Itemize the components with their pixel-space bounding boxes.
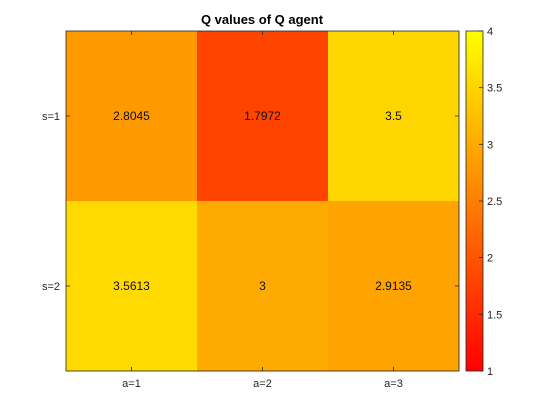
heatmap-cell-label: 3 — [259, 279, 266, 293]
x-tick-label: a=3 — [384, 378, 403, 390]
x-axis: a=1 a=2 a=3 — [122, 31, 403, 390]
heatmap-cell — [328, 201, 460, 372]
heatmap-cell — [66, 31, 198, 202]
colorbar-tick-label: 2.5 — [487, 196, 502, 208]
colorbar-tick-label: 1.5 — [487, 309, 502, 321]
colorbar-tick-label: 3.5 — [487, 83, 502, 95]
heatmap-cell — [66, 201, 198, 372]
heatmap-cell-label: 2.9135 — [375, 279, 412, 293]
y-tick-label: s=2 — [42, 281, 60, 293]
x-tick-label: a=1 — [122, 378, 141, 390]
colorbar: 1 1.5 2 2.5 3 3.5 4 — [465, 26, 502, 378]
colorbar-ticks: 1 1.5 2 2.5 3 3.5 4 — [479, 26, 502, 378]
heatmap-cell — [197, 31, 329, 202]
y-tick-label: s=1 — [42, 111, 60, 123]
heatmap-cell-labels: 2.8045 1.7972 3.5 3.5613 3 2.9135 — [113, 109, 412, 293]
heatmap-cell — [328, 31, 460, 202]
x-tick-label: a=2 — [253, 378, 272, 390]
heatmap-cell-label: 3.5613 — [113, 279, 150, 293]
heatmap-cells — [66, 31, 460, 372]
colorbar-tick-label: 2 — [487, 253, 493, 265]
heatmap-cell-label: 3.5 — [385, 109, 402, 123]
chart-title: Q values of Q agent — [201, 12, 324, 27]
colorbar-tick-label: 1 — [487, 366, 493, 378]
heatmap-cell-label: 2.8045 — [113, 109, 150, 123]
colorbar-tick-label: 4 — [487, 26, 493, 38]
heatmap-cell-label: 1.7972 — [244, 109, 281, 123]
y-axis: s=1 s=2 — [42, 111, 459, 293]
colorbar-tick-label: 3 — [487, 139, 493, 151]
heatmap-cell — [197, 201, 329, 372]
